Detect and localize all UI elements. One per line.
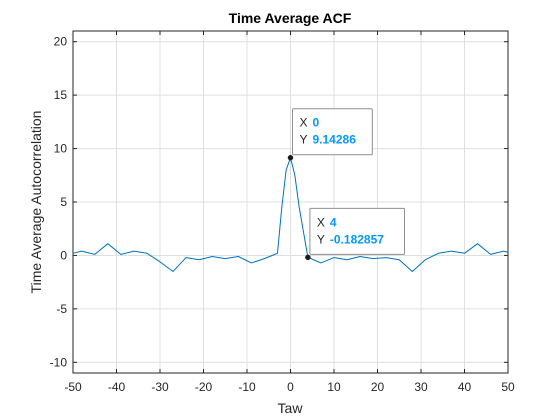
x-tick-label: 10	[327, 380, 341, 394]
datatip-1[interactable]: X 0Y 9.14286	[287, 108, 373, 161]
x-tick-label: 20	[371, 380, 385, 394]
datatip-y-value: -0.182857	[330, 232, 384, 246]
x-tick-label: -10	[238, 380, 256, 394]
datatip-box	[292, 108, 373, 156]
y-tick-label: 5	[60, 195, 67, 209]
datatip-x-label: X	[300, 116, 308, 130]
x-tick-label: 0	[287, 380, 294, 394]
x-tick-label: -40	[108, 380, 126, 394]
y-tick-label: 0	[60, 248, 67, 262]
datatip-marker[interactable]	[287, 154, 294, 161]
datatip-y-label: Y	[317, 232, 325, 246]
datatip-marker[interactable]	[305, 254, 311, 261]
x-axis-label: Taw	[278, 400, 304, 416]
x-tick-label: 50	[501, 380, 515, 394]
y-tick-label: 10	[54, 142, 68, 156]
chart-title: Time Average ACF	[229, 10, 352, 26]
y-axis-label: Time Average Autocorrelation	[28, 111, 44, 294]
x-tick-label: 30	[414, 380, 428, 394]
datatip-y-value: 9.14286	[313, 133, 357, 147]
datatip-box	[309, 207, 405, 255]
y-tick-label: -5	[56, 302, 67, 316]
x-tick-label: 40	[458, 380, 472, 394]
grid	[73, 31, 508, 373]
y-tick-label: 20	[54, 35, 68, 49]
datatip-x-value: 0	[313, 116, 320, 130]
x-tick-label: -20	[195, 380, 213, 394]
y-tick-label: 15	[54, 88, 68, 102]
x-tick-label: -30	[151, 380, 169, 394]
y-tick-label: -10	[50, 355, 68, 369]
datatip-y-label: Y	[300, 133, 308, 147]
x-tick-label: -50	[64, 380, 82, 394]
datatip-x-value: 4	[330, 215, 337, 229]
datatip-x-label: X	[317, 215, 325, 229]
datatip-2[interactable]: X 4Y -0.182857	[305, 207, 405, 261]
